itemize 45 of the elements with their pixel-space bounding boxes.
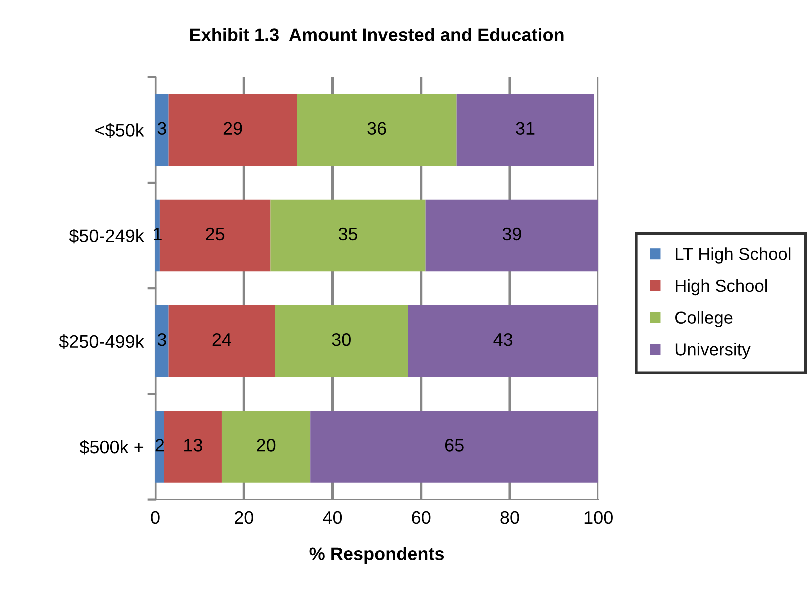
bar xyxy=(310,411,599,483)
data-label: 35 xyxy=(338,228,358,241)
bar xyxy=(222,411,311,483)
bar xyxy=(168,305,276,378)
data-label: 3 xyxy=(158,122,166,136)
x-tick-label: 80 xyxy=(500,511,520,524)
data-label: 39 xyxy=(502,228,522,241)
data-label: 29 xyxy=(224,122,242,136)
y-tick-label: $500k + xyxy=(80,440,144,455)
data-label: 65 xyxy=(445,439,464,452)
data-label: 30 xyxy=(332,333,351,346)
x-tick-label: 100 xyxy=(584,511,613,524)
y-tick-label: $250-499k xyxy=(59,334,144,350)
bar xyxy=(270,200,426,272)
bar xyxy=(164,411,222,483)
data-label: 2 xyxy=(156,439,164,452)
data-label: 36 xyxy=(368,122,386,136)
bar xyxy=(297,94,457,166)
data-label: 20 xyxy=(257,439,276,452)
chart-title: Exhibit 1.3 Amount Invested and Education xyxy=(190,28,564,42)
legend-label: College xyxy=(676,311,733,328)
x-tick-label: 0 xyxy=(151,511,160,524)
bar xyxy=(156,305,169,378)
x-tick-label: 60 xyxy=(412,511,431,524)
y-tick-label: $50-249k xyxy=(69,228,144,244)
bar xyxy=(426,200,599,272)
legend-label: High School xyxy=(676,279,768,296)
data-label: 24 xyxy=(212,333,232,346)
x-tick-label: 40 xyxy=(323,511,342,524)
data-label: 43 xyxy=(494,333,513,346)
bar xyxy=(156,94,169,166)
bar xyxy=(168,94,298,166)
bar xyxy=(456,94,594,166)
legend-label: LT High School xyxy=(676,248,791,264)
data-label: 3 xyxy=(158,333,166,346)
data-label: 25 xyxy=(206,228,225,241)
bar xyxy=(275,305,408,378)
data-label: 13 xyxy=(184,439,202,452)
x-tick-label: 20 xyxy=(235,511,254,524)
data-label: 31 xyxy=(516,122,535,136)
bar xyxy=(156,411,164,483)
legend-label: University xyxy=(676,343,751,360)
bar xyxy=(408,305,599,378)
x-axis-title: % Respondents xyxy=(310,547,444,564)
y-tick-label: <$50k xyxy=(96,123,144,138)
